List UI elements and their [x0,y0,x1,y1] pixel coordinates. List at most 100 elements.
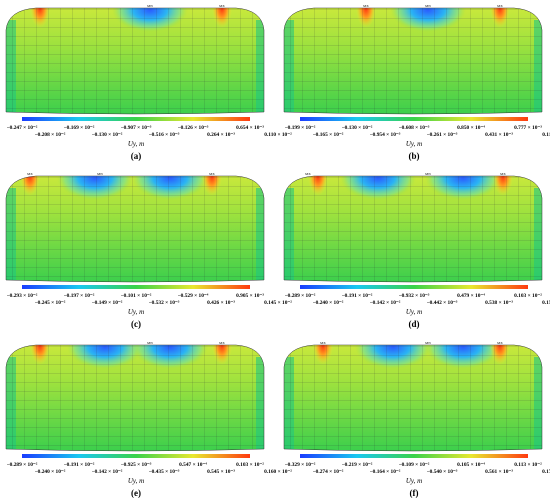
outline [283,175,543,283]
scale-label: −0.149 × 10⁻² [92,300,123,306]
color-scale [300,454,528,458]
scale-label: 0.654 × 10⁻³ [236,125,264,131]
model [6,176,264,282]
scale-label: −0.435 × 10⁻³ [149,469,180,475]
scale-label: −0.245 × 10⁻² [35,300,66,306]
scale-label: −0.109 × 10⁻² [399,462,430,468]
marker-label: MX [320,341,326,345]
scale-label: 0.264 × 10⁻³ [207,132,235,138]
model [284,345,542,451]
scale-label: 0.777 × 10⁻³ [514,125,542,131]
marker-label: MX [219,4,225,8]
scale-label: −0.191 × 10⁻² [342,293,373,299]
scale-label: −0.442 × 10⁻³ [427,300,458,306]
scale-label: −0.608 × 10⁻³ [399,125,430,131]
scale-label: 0.547 × 10⁻⁴ [179,462,207,468]
mesh [284,176,542,282]
scale-label: −0.169 × 10⁻² [64,125,95,131]
scale-label: 0.561 × 10⁻³ [485,469,513,475]
caption: (f) [410,488,419,498]
outline [283,7,543,115]
mesh [284,345,542,451]
scale-label: −0.199 × 10⁻² [285,125,316,131]
scale-label: 0.145 × 10⁻² [264,300,292,306]
scale-label: 0.160 × 10⁻² [264,469,292,475]
scale-label: 0.103 × 10⁻² [236,462,264,468]
caption: (e) [131,488,141,498]
color-scale [22,285,250,289]
scale-label: 0.545 × 10⁻³ [207,469,235,475]
scale-label: −0.208 × 10⁻² [35,132,66,138]
model [284,8,542,114]
scale-label: −0.142 × 10⁻² [92,469,123,475]
scale-label: 0.117 × 10⁻² [542,132,550,138]
scale-label: −0.130 × 10⁻² [92,132,123,138]
panel: MX MN MX −0.199 × 10⁻² −0.130 × 10⁻² −0.608 ×… [283,4,550,161]
panel: MN MX −0.247 × 10⁻² −0.169 × 10⁻² −0.907 × 1… [5,4,292,161]
scale-label: −0.261 × 10⁻³ [427,132,458,138]
scale-label: −0.130 × 10⁻² [342,125,373,131]
scale-label: 0.479 × 10⁻⁴ [457,293,485,299]
caption: (a) [131,151,142,161]
mesh [284,8,542,114]
marker-label: MX [497,4,503,8]
marker-label: MX [363,4,369,8]
marker-label: MN [425,341,431,345]
outline [283,344,543,452]
color-scale [22,117,250,121]
caption: (d) [409,319,420,329]
scale-label: 0.113 × 10⁻² [514,462,542,468]
scale-label: −0.219 × 10⁻² [342,462,373,468]
marker-label: MX [500,172,506,176]
scale-label: −0.293 × 10⁻² [7,293,38,299]
scale-label: −0.932 × 10⁻³ [399,293,430,299]
scale-label: −0.240 × 10⁻² [35,469,66,475]
scale-label: −0.274 × 10⁻² [313,469,344,475]
scale-label: −0.197 × 10⁻² [64,293,95,299]
caption: (c) [131,319,141,329]
scale-label: −0.532 × 10⁻³ [149,300,180,306]
scale-label: −0.289 × 10⁻² [285,293,316,299]
marker-label: MN [425,4,431,8]
marker-label: MX [497,341,503,345]
model [6,345,264,451]
scale-label: 0.431 × 10⁻³ [485,132,513,138]
scale-label: −0.289 × 10⁻² [7,462,38,468]
scale-label: −0.529 × 10⁻⁴ [178,293,209,299]
scale-label: 0.110 × 10⁻² [264,132,292,138]
axis-label: Uy, m [406,477,422,485]
axis-label: Uy, m [406,308,422,316]
marker-label: MX [219,341,225,345]
scale-label: −0.191 × 10⁻² [64,462,95,468]
marker-label: MX [305,172,311,176]
scale-label: 0.538 × 10⁻³ [485,300,513,306]
marker-label: MX [27,172,33,176]
scale-label: 0.105 × 10⁻⁴ [457,462,485,468]
scale-label: −0.126 × 10⁻³ [178,125,209,131]
axis-label: Uy, m [128,308,144,316]
outline [5,7,265,115]
scale-label: −0.101 × 10⁻² [121,293,152,299]
color-scale [22,454,250,458]
scale-label: −0.907 × 10⁻³ [121,125,152,131]
scale-label: 0.174 × 10⁻² [542,469,550,475]
scale-label: 0.159 × 10⁻² [542,300,550,306]
color-scale [300,117,528,121]
axis-label: Uy, m [128,477,144,485]
panel: MX MN MX −0.289 × 10⁻² −0.191 × 10⁻² −0.932 ×… [283,172,550,329]
axis-label: Uy, m [128,140,144,148]
scale-label: −0.329 × 10⁻² [285,462,316,468]
outline [5,344,265,452]
marker-label: MN [97,172,103,176]
marker-label: MX [209,172,215,176]
scale-label: 0.850 × 10⁻⁴ [457,125,485,131]
model [284,176,542,282]
scale-label: −0.540 × 10⁻³ [427,469,458,475]
scale-label: −0.164 × 10⁻² [370,469,401,475]
scale-label: 0.905 × 10⁻³ [236,293,264,299]
scale-label: −0.925 × 10⁻³ [121,462,152,468]
scale-label: −0.954 × 10⁻³ [370,132,401,138]
color-scale [300,285,528,289]
panel: MX MN MX −0.329 × 10⁻² −0.219 × 10⁻² −0.109 ×… [283,341,550,498]
